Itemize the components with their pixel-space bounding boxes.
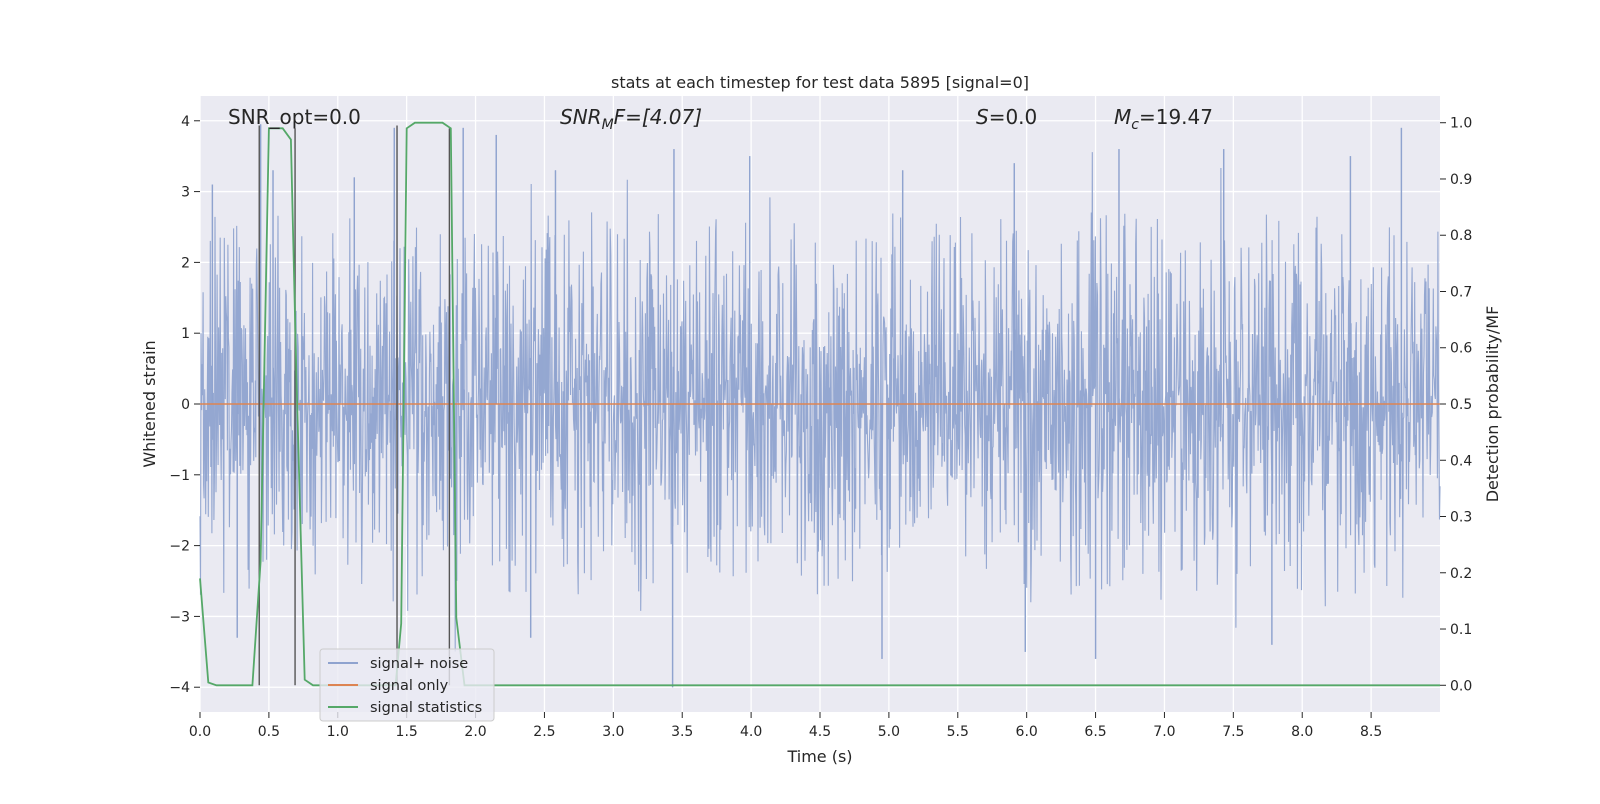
x-tick-label: 3.0 [602,724,624,740]
y-tick-label-right: 0.7 [1450,284,1472,300]
x-tick-label: 4.0 [740,724,762,740]
x-tick-label: 5.0 [878,724,900,740]
snr-mf-rest: F=[4.07] [614,105,702,129]
x-tick-label: 0.0 [189,724,211,740]
legend-label-signal: signal only [370,678,449,694]
series-layer [199,121,1440,687]
annotation-mc: Mc=19.47 [1114,105,1213,133]
annotation-snr-opt: SNR_opt=0.0 [228,105,361,129]
y-tick-label-left: −2 [169,539,190,555]
y-tick-label-right: 0.4 [1450,453,1472,469]
y-tick-label-right: 0.9 [1450,172,1472,188]
y-tick-label-left: 1 [181,326,190,342]
x-tick-label: 2.0 [464,724,486,740]
x-tick-label: 5.5 [947,724,969,740]
y-tick-label-left: 0 [181,397,190,413]
y-tick-label-left: −3 [169,609,190,625]
x-tick-label: 8.5 [1360,724,1382,740]
y-tick-label-left: −4 [169,680,190,696]
legend-label-noise: signal+ noise [370,656,468,672]
x-tick-label: 3.5 [671,724,693,740]
y-tick-label-right: 0.6 [1450,341,1472,357]
legend-label-stats: signal statistics [370,700,482,716]
snr-mf-sub: M [602,117,614,133]
snr-mf-main: SNR [560,105,602,129]
x-tick-label: 7.5 [1222,724,1244,740]
y-axis-label-left: Whitened strain [140,340,159,467]
x-tick-label: 8.0 [1291,724,1313,740]
chart-title: stats at each timestep for test data 589… [611,73,1029,92]
y-tick-label-left: 3 [181,185,190,201]
mc-rest: =19.47 [1139,105,1213,129]
y-tick-label-right: 0.3 [1450,510,1472,526]
x-axis-label: Time (s) [786,747,852,766]
x-tick-label: 0.5 [258,724,280,740]
mc-sub: c [1131,117,1139,133]
x-tick-label: 7.0 [1153,724,1175,740]
legend: signal+ noise signal only signal statist… [319,648,495,722]
legend-box [319,648,495,722]
y-tick-label-right: 0.1 [1450,622,1472,638]
y-tick-label-right: 0.8 [1450,228,1472,244]
mc-main: M [1114,105,1131,129]
annotation-s: S=0.0 [976,105,1037,129]
s-rest: =0.0 [989,105,1038,129]
x-tick-label: 1.0 [327,724,349,740]
series-signal-statistics-line [199,121,1440,687]
y-tick-label-left: −1 [169,468,190,484]
y-tick-label-right: 0.5 [1450,397,1472,413]
x-tick-label: 6.0 [1016,724,1038,740]
x-tick-label: 6.5 [1084,724,1106,740]
annotation-snr-mf: SNRMF=[4.07] [560,105,702,133]
x-tick-label: 2.5 [533,724,555,740]
y-tick-label-left: 2 [181,255,190,271]
x-tick-label: 1.5 [396,724,418,740]
y-tick-label-right: 1.0 [1450,116,1472,132]
y-axis-label-right: Detection probability/MF [1483,306,1502,503]
noise-layer [199,124,1441,688]
tick-layer: −4 −3 −2 −1 0 1 2 3 4 0.0 0.1 0.2 0.3 0.4 0.5 0.6 0.7 0.8… [169,114,1472,740]
x-tick-label: 4.5 [809,724,831,740]
y-tick-label-right: 0.0 [1450,678,1472,694]
y-tick-label-left: 4 [181,114,190,130]
s-main: S [976,105,989,129]
y-tick-label-right: 0.2 [1450,566,1472,582]
